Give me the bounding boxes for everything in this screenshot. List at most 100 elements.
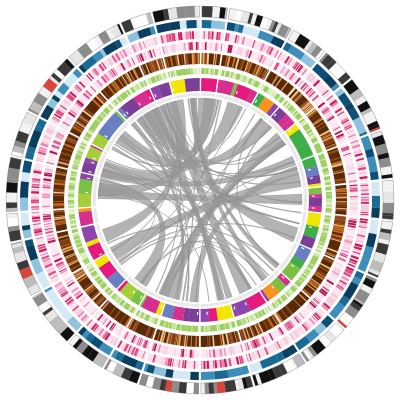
track-tick xyxy=(59,104,68,111)
track-tick xyxy=(197,53,200,65)
track-tick xyxy=(269,344,275,353)
track-tick xyxy=(252,64,258,75)
track-tick xyxy=(247,326,253,338)
ideogram-band xyxy=(380,228,392,234)
track-tick xyxy=(329,99,338,106)
track-tick xyxy=(246,342,250,351)
track-tick xyxy=(356,162,366,166)
track-tick xyxy=(332,268,341,274)
track-tick xyxy=(226,55,231,67)
track-tick xyxy=(65,254,76,260)
track-tick xyxy=(240,355,245,364)
track-tick xyxy=(93,82,100,90)
inner-ring xyxy=(297,161,307,188)
track-tick xyxy=(359,173,368,177)
track-tick xyxy=(42,215,51,218)
track-tick xyxy=(327,149,339,156)
track-tick xyxy=(42,186,51,189)
track-tick xyxy=(176,70,178,77)
ideogram-band xyxy=(49,75,60,86)
ideogram-band xyxy=(72,338,83,350)
track-tick xyxy=(340,252,349,257)
track-tick xyxy=(193,325,195,332)
segment-dot xyxy=(308,226,312,228)
track-tick xyxy=(113,54,119,62)
ideogram-band xyxy=(44,78,58,91)
track-tick xyxy=(335,203,347,206)
track-tick xyxy=(53,206,65,208)
track-tick xyxy=(324,139,335,147)
track-tick xyxy=(44,226,53,229)
track-tick xyxy=(325,190,332,193)
colored-segment xyxy=(308,187,322,195)
blue-band xyxy=(234,23,240,33)
blue-band xyxy=(305,328,320,343)
track-tick xyxy=(337,112,346,118)
ideogram-band xyxy=(378,238,390,245)
track-tick xyxy=(165,45,169,54)
track-tick xyxy=(209,360,211,369)
track-tick xyxy=(70,175,77,178)
track-tick xyxy=(212,42,216,51)
track-tick xyxy=(109,322,115,331)
track-tick xyxy=(186,335,188,347)
track-tick xyxy=(325,184,332,186)
track-tick xyxy=(302,103,312,111)
track-tick xyxy=(289,107,296,113)
track-tick xyxy=(176,348,180,357)
ideogram-band xyxy=(354,95,367,107)
track-tick xyxy=(289,332,296,341)
track-tick xyxy=(63,99,71,106)
track-tick xyxy=(96,65,103,73)
track-tick xyxy=(348,260,357,265)
track-tick xyxy=(333,267,342,272)
track-tick xyxy=(33,230,42,233)
ideogram-outline xyxy=(367,220,393,278)
track-tick xyxy=(69,221,77,225)
track-tick xyxy=(90,322,97,330)
track-tick xyxy=(59,155,71,161)
track-tick xyxy=(184,53,189,65)
ideogram-band xyxy=(194,6,198,18)
track-tick xyxy=(114,295,119,301)
track-tick xyxy=(325,144,337,150)
track-tick xyxy=(312,79,321,87)
track-tick xyxy=(148,78,152,84)
track-tick xyxy=(72,125,83,133)
track-tick xyxy=(153,36,158,46)
track-tick xyxy=(329,154,341,159)
track-tick xyxy=(45,129,54,135)
track-tick xyxy=(105,320,112,328)
track-tick xyxy=(349,200,358,203)
track-tick xyxy=(336,261,345,266)
ideogram-band xyxy=(49,315,65,330)
track-tick xyxy=(224,33,229,42)
track-tick xyxy=(103,286,109,292)
track-tick xyxy=(112,100,118,106)
track-tick xyxy=(271,315,278,326)
link-ribbon xyxy=(112,146,275,272)
track-tick xyxy=(288,72,296,81)
track-tick xyxy=(124,344,130,352)
track-tick xyxy=(321,234,327,237)
track-tick xyxy=(53,139,62,145)
ideogram-band xyxy=(145,375,155,388)
ideogram-band xyxy=(344,305,359,319)
track-tick xyxy=(322,286,330,292)
inner-ring xyxy=(95,151,108,176)
ideogram-band xyxy=(92,352,108,368)
ideogram-band xyxy=(362,277,376,289)
ideogram-band xyxy=(307,345,318,358)
tracks xyxy=(5,5,395,395)
ideogram-band xyxy=(164,379,173,392)
track-tick xyxy=(53,193,65,195)
track-tick xyxy=(186,360,189,369)
track-tick xyxy=(341,249,350,254)
ideogram-band xyxy=(224,7,228,19)
track-tick xyxy=(82,92,91,100)
colored-segment xyxy=(161,303,166,316)
colored-segment xyxy=(139,294,148,307)
track-tick xyxy=(256,53,262,62)
track-tick xyxy=(86,303,94,311)
colored-segment xyxy=(216,304,234,321)
